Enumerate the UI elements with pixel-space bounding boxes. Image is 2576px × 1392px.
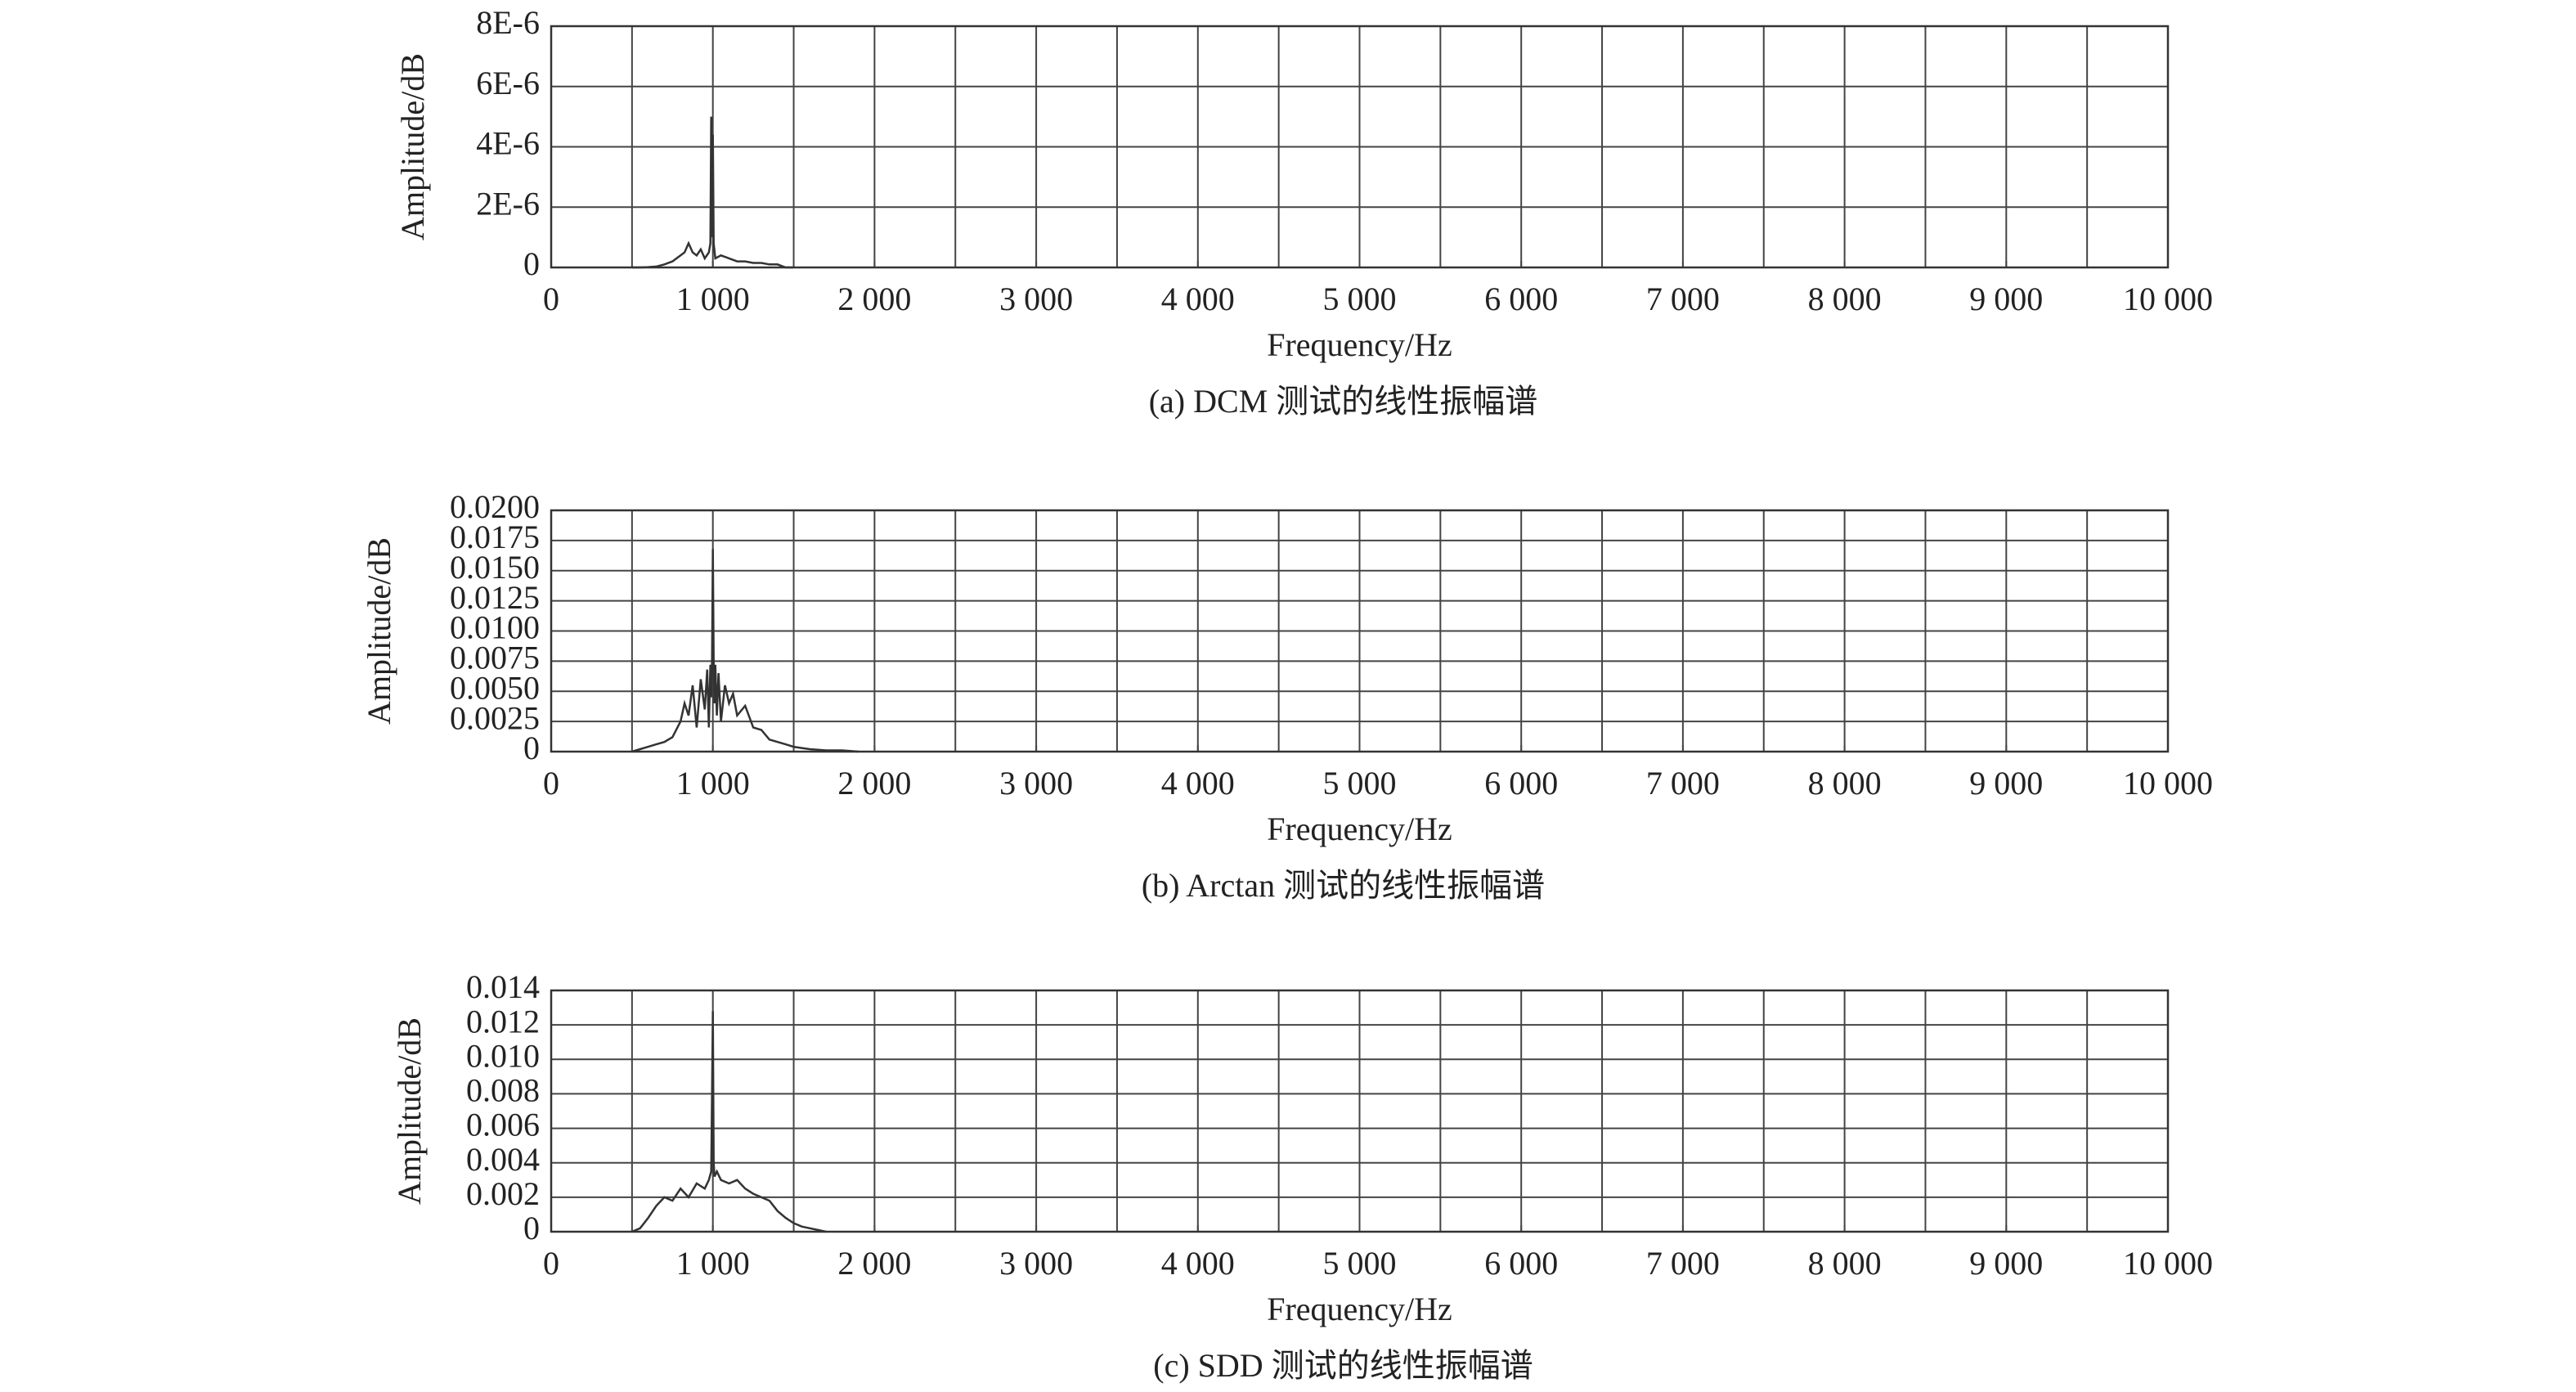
spectrum-line	[631, 116, 794, 269]
y-tick-label: 0.010	[466, 1037, 540, 1074]
y-axis-label: Amplitude/dB	[391, 1017, 428, 1205]
x-tick-label: 10 000	[2123, 1245, 2213, 1282]
x-tick-label: 5 000	[1323, 765, 1397, 802]
y-tick-label: 0.008	[466, 1072, 540, 1109]
y-tick-label: 0.0050	[450, 669, 540, 706]
x-tick-label: 9 000	[1969, 1245, 2043, 1282]
x-tick-label: 3 000	[999, 281, 1073, 317]
x-tick-label: 2 000	[837, 765, 911, 802]
plot-frame	[550, 989, 2170, 1233]
x-tick-label: 9 000	[1969, 281, 2043, 317]
plot-frame	[550, 25, 2170, 269]
x-tick-label: 1 000	[676, 765, 750, 802]
y-tick-label: 0.0175	[450, 519, 540, 555]
caption: (b) Arctan 测试的线性振幅谱	[1142, 867, 1545, 904]
x-tick-label: 2 000	[837, 281, 911, 317]
x-tick-label: 1 000	[676, 1245, 750, 1282]
y-tick-label: 0.0100	[450, 609, 540, 646]
y-tick-label: 0	[523, 730, 540, 766]
x-tick-label: 8 000	[1808, 1245, 1882, 1282]
y-tick-label: 0.002	[466, 1175, 540, 1212]
caption: (c) SDD 测试的线性振幅谱	[1153, 1347, 1533, 1384]
x-tick-label: 4 000	[1161, 765, 1235, 802]
caption: (a) DCM 测试的线性振幅谱	[1149, 383, 1538, 420]
x-tick-label: 9 000	[1969, 765, 2043, 802]
y-tick-label: 0	[523, 245, 540, 282]
y-tick-label: 0.014	[466, 968, 540, 1005]
x-tick-label: 0	[543, 765, 559, 802]
x-tick-label: 6 000	[1484, 765, 1558, 802]
y-tick-label: 0.0150	[450, 549, 540, 586]
x-tick-label: 10 000	[2123, 765, 2213, 802]
y-tick-label: 0.0125	[450, 579, 540, 616]
spectrum-line	[631, 1011, 827, 1233]
x-axis-label: Frequency/Hz	[1267, 326, 1452, 363]
y-tick-label: 0.0200	[450, 488, 540, 525]
y-axis-label: Amplitude/dB	[394, 53, 431, 240]
x-tick-label: 2 000	[837, 1245, 911, 1282]
y-tick-label: 0.012	[466, 1003, 540, 1040]
x-tick-label: 7 000	[1646, 765, 1720, 802]
x-tick-label: 1 000	[676, 281, 750, 317]
x-tick-label: 4 000	[1161, 281, 1235, 317]
spectrum-line	[631, 549, 859, 753]
x-tick-label: 7 000	[1646, 1245, 1720, 1282]
y-axis-label: Amplitude/dB	[361, 537, 397, 725]
x-tick-label: 10 000	[2123, 281, 2213, 317]
x-axis-label: Frequency/Hz	[1267, 811, 1452, 847]
y-tick-label: 0.0075	[450, 640, 540, 676]
x-tick-label: 6 000	[1484, 1245, 1558, 1282]
x-tick-label: 6 000	[1484, 281, 1558, 317]
x-tick-label: 8 000	[1808, 765, 1882, 802]
y-tick-label: 2E-6	[476, 185, 540, 222]
y-tick-label: 8E-6	[476, 4, 540, 41]
y-tick-label: 0	[523, 1210, 540, 1246]
x-tick-label: 5 000	[1323, 1245, 1397, 1282]
x-tick-label: 3 000	[999, 1245, 1073, 1282]
y-tick-label: 0.0025	[450, 699, 540, 736]
y-tick-label: 0.004	[466, 1141, 540, 1178]
x-tick-label: 5 000	[1323, 281, 1397, 317]
y-tick-label: 4E-6	[476, 125, 540, 162]
x-axis-label: Frequency/Hz	[1267, 1291, 1452, 1327]
x-tick-label: 0	[543, 281, 559, 317]
y-tick-label: 0.006	[466, 1107, 540, 1143]
y-tick-label: 6E-6	[476, 65, 540, 101]
plot-frame	[550, 509, 2170, 753]
x-tick-label: 4 000	[1161, 1245, 1235, 1282]
x-tick-label: 0	[543, 1245, 559, 1282]
x-tick-label: 3 000	[999, 765, 1073, 802]
x-tick-label: 8 000	[1808, 281, 1882, 317]
x-tick-label: 7 000	[1646, 281, 1720, 317]
